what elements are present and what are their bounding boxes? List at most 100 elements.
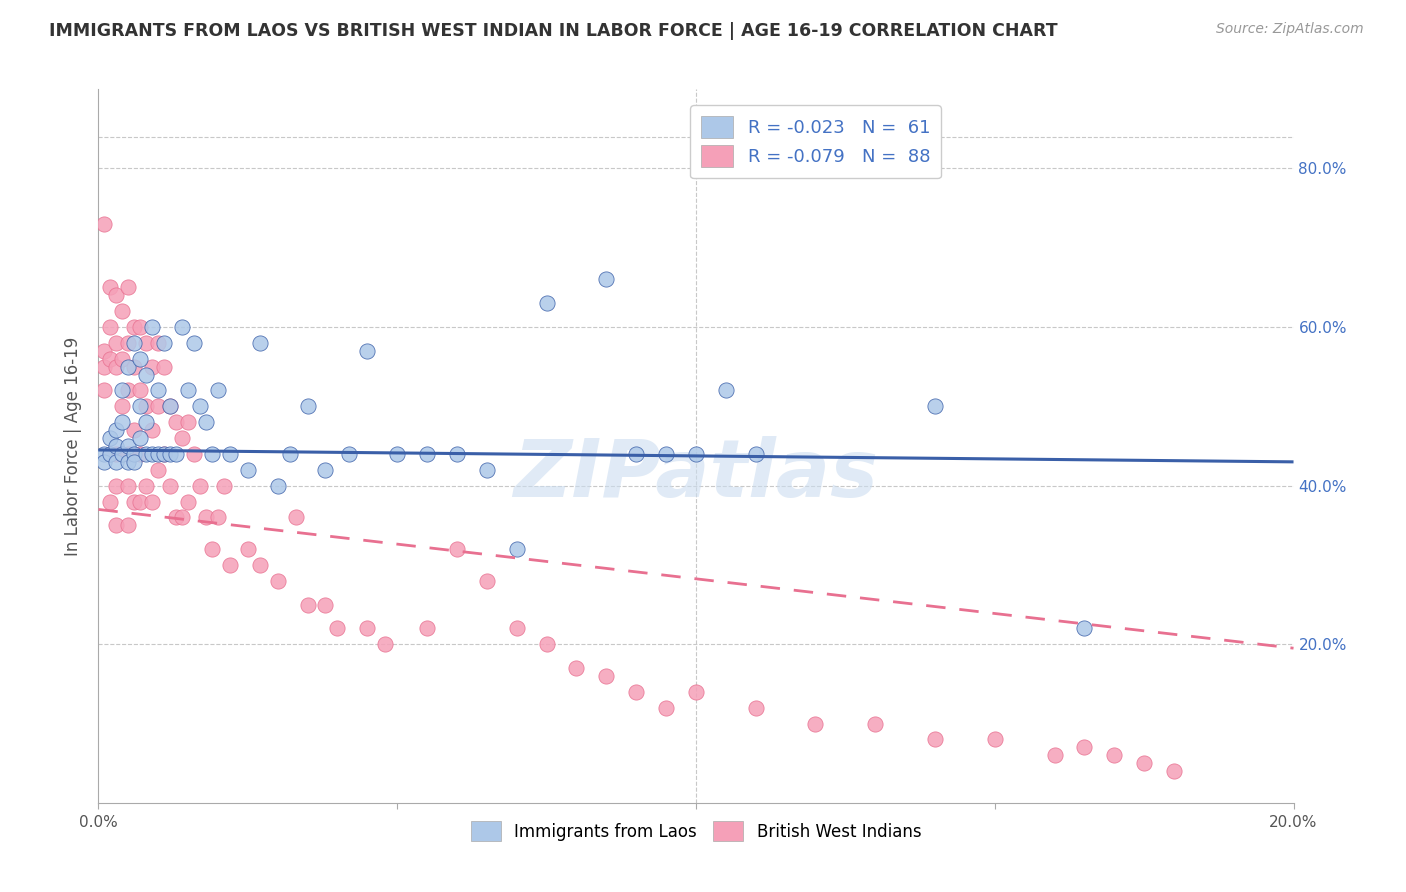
Point [148,384,170,398]
Point [117,518,139,533]
Point [117,439,139,453]
Point [219,558,242,572]
Text: Source: ZipAtlas.com: Source: ZipAtlas.com [1216,22,1364,37]
Point [141,423,163,437]
Point [183,335,205,350]
Point [165,510,187,524]
Point [475,574,498,588]
Point [1104,748,1126,763]
Point [536,637,558,651]
Point [201,447,224,461]
Point [93,359,115,374]
Point [98,351,122,366]
Point [219,447,242,461]
Point [117,455,139,469]
Point [129,494,152,508]
Point [153,447,176,461]
Point [98,431,122,445]
Point [626,447,648,461]
Point [124,455,146,469]
Point [117,447,139,461]
Point [685,447,707,461]
Point [177,415,200,429]
Point [201,542,224,557]
Point [141,494,163,508]
Point [714,384,737,398]
Point [153,359,176,374]
Point [148,447,170,461]
Point [446,542,468,557]
Point [93,447,115,461]
Point [172,320,194,334]
Legend: Immigrants from Laos, British West Indians: Immigrants from Laos, British West India… [464,814,928,848]
Point [655,447,678,461]
Point [655,700,678,714]
Point [207,384,229,398]
Point [135,478,157,492]
Point [267,574,290,588]
Point [98,447,122,461]
Point [141,320,163,334]
Point [745,700,768,714]
Point [685,685,707,699]
Point [105,439,128,453]
Point [865,716,887,731]
Point [135,400,157,414]
Point [188,400,211,414]
Point [124,494,146,508]
Point [984,732,1007,747]
Point [129,400,152,414]
Point [446,447,468,461]
Point [924,732,946,747]
Point [153,447,176,461]
Point [111,304,134,318]
Point [172,510,194,524]
Y-axis label: In Labor Force | Age 16-19: In Labor Force | Age 16-19 [63,336,82,556]
Point [111,351,134,366]
Point [595,272,617,286]
Point [141,447,163,461]
Point [339,447,361,461]
Point [124,423,146,437]
Point [124,359,146,374]
Point [98,447,122,461]
Point [159,447,181,461]
Point [111,415,134,429]
Point [165,415,187,429]
Point [117,335,139,350]
Point [124,447,146,461]
Point [536,296,558,310]
Point [565,661,588,675]
Point [117,359,139,374]
Point [141,359,163,374]
Point [93,384,115,398]
Point [148,400,170,414]
Point [249,558,271,572]
Text: IMMIGRANTS FROM LAOS VS BRITISH WEST INDIAN IN LABOR FORCE | AGE 16-19 CORRELATI: IMMIGRANTS FROM LAOS VS BRITISH WEST IND… [49,22,1057,40]
Point [159,478,181,492]
Point [98,494,122,508]
Point [105,478,128,492]
Point [105,335,128,350]
Point [93,455,115,469]
Point [148,335,170,350]
Point [165,447,187,461]
Point [278,447,301,461]
Point [105,288,128,302]
Point [416,447,439,461]
Point [105,447,128,461]
Point [124,335,146,350]
Point [374,637,396,651]
Point [1163,764,1185,778]
Point [745,447,768,461]
Point [356,343,378,358]
Point [267,478,290,492]
Point [1073,740,1095,755]
Point [1133,756,1156,771]
Point [93,343,115,358]
Point [153,335,176,350]
Point [236,463,259,477]
Point [105,518,128,533]
Point [135,368,157,382]
Point [188,478,211,492]
